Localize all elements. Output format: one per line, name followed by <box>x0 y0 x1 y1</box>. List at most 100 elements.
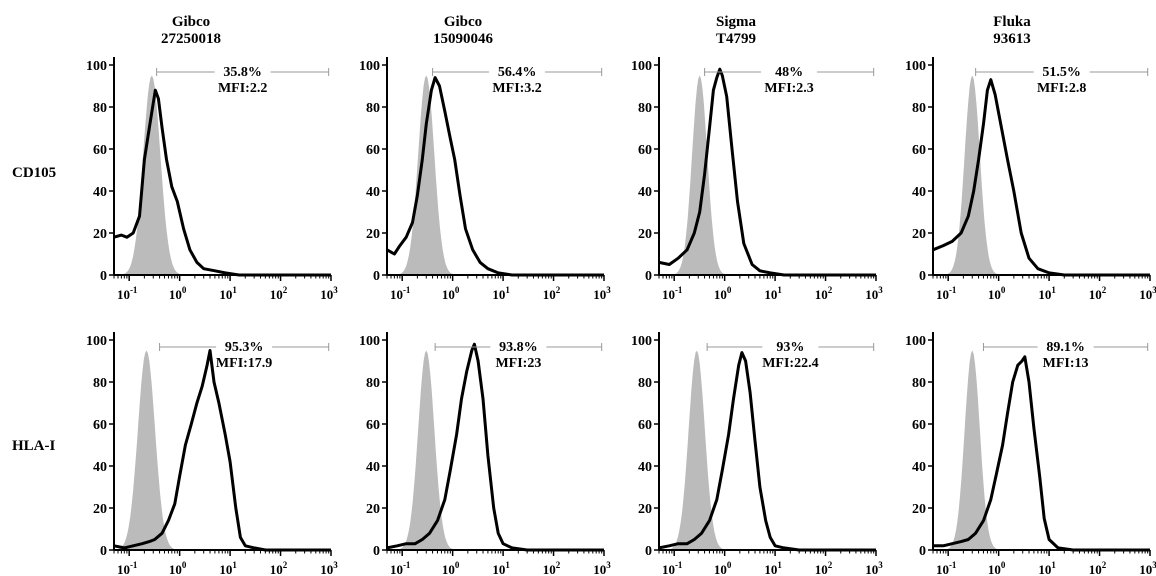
panel-r2-c2-x-tick-label: 100 <box>442 560 460 576</box>
tick-base: 10 <box>390 287 403 302</box>
tick-base: 10 <box>442 562 455 576</box>
column-title-4-line1: Fluka <box>993 14 1031 30</box>
panel-r1-c1-x-tick-label: 103 <box>320 285 338 302</box>
tick-exponent: 0 <box>182 560 187 570</box>
panel-r1-c4-y-tick-label-60: 60 <box>912 143 926 158</box>
panel-r2-c4-x-tick-label: 102 <box>1089 560 1107 576</box>
panel-r1-c2-percent-bg <box>489 64 546 78</box>
tick-base: 10 <box>936 562 949 576</box>
panel-r1-c3-y-tick-label-100: 100 <box>631 59 652 74</box>
tick-exponent: 0 <box>727 560 732 570</box>
panel-r1-c3-mfi-label: MFI:2.3 <box>764 81 813 96</box>
tick-base: 10 <box>442 287 455 302</box>
tick-base: 10 <box>390 562 403 576</box>
tick-base: 10 <box>988 562 1001 576</box>
panel-r2-c2-x-tick-label: 103 <box>593 560 611 576</box>
tick-base: 10 <box>320 562 333 576</box>
panel-r2-c3-sample-line <box>658 351 876 552</box>
column-title-2: Gibco 15090046 <box>378 14 548 48</box>
panel-r1-c3-isotype-area <box>659 75 876 275</box>
panel-r1-c2-x-tick-label: 102 <box>543 285 561 302</box>
panel-r1-c4-percent-label: 51.5% <box>1042 65 1081 80</box>
panel-r2-c3-x-tick-label: 100 <box>714 560 732 576</box>
panel-r2-c2-y-tick-label-20: 20 <box>366 502 380 517</box>
tick-base: 10 <box>593 562 606 576</box>
panel-r1-c2-y-tick-label-0: 0 <box>373 269 380 284</box>
panel-r2-c1-x-tick-label: 10-1 <box>117 560 138 576</box>
row-label-hla-i: HLA-I <box>12 438 56 454</box>
panel-r2-c3-x-tick-label: 103 <box>865 560 883 576</box>
panel-r2-c4-y-tick-label-40: 40 <box>912 460 926 475</box>
column-title-1-line2: 27250018 <box>161 31 221 47</box>
tick-exponent: -1 <box>403 285 411 295</box>
panel-r2-c3-mfi-label: MFI:22.4 <box>762 356 818 371</box>
panel-r2-c2-y-tick-label-100: 100 <box>359 334 380 349</box>
panel-r1-c1-y-tick-label-60: 60 <box>93 143 107 158</box>
panel-r2-c1-x-tick-label: 101 <box>219 560 237 576</box>
tick-base: 10 <box>117 562 130 576</box>
panel-r1-c2-y-tick-label-60: 60 <box>366 143 380 158</box>
panel-r1-c3-y-tick-label-80: 80 <box>638 101 652 116</box>
panel-r1-c1-sample-line <box>113 88 331 277</box>
tick-exponent: 3 <box>333 560 338 570</box>
panel-r1-c1-percent-bg <box>214 64 271 78</box>
panel-r2-c3-y-tick-label-20: 20 <box>638 502 652 517</box>
panel-r2-c1-y-tick-label-0: 0 <box>100 544 107 559</box>
panel-r1-c4-x-tick-label: 10-1 <box>936 285 957 302</box>
panel-r1-c2-x-tick-label: 103 <box>593 285 611 302</box>
panel-r1-c2-y-tick-label-100: 100 <box>359 59 380 74</box>
panel-r1-c4-x-tick-label: 102 <box>1089 285 1107 302</box>
panel-r2-c1-x-tick-label: 103 <box>320 560 338 576</box>
tick-base: 10 <box>1139 562 1152 576</box>
tick-exponent: 3 <box>1152 560 1156 570</box>
tick-exponent: 3 <box>1152 285 1156 295</box>
tick-base: 10 <box>1089 562 1102 576</box>
tick-exponent: 2 <box>283 285 288 295</box>
panel-r2-c3-y-tick-label-60: 60 <box>638 418 652 433</box>
panel-r2-c1-percent-bg <box>216 339 273 353</box>
panel-r2-c2-sample-line <box>386 342 604 552</box>
panel-r1-c2-isotype-area <box>387 75 604 275</box>
panel-r2-c4-y-tick-label-100: 100 <box>905 334 926 349</box>
tick-exponent: 1 <box>777 560 782 570</box>
panel-r1-c4-x-tick-label: 100 <box>988 285 1006 302</box>
column-title-2-line1: Gibco <box>443 14 483 30</box>
panel-r2-c2-isotype-area <box>387 350 604 550</box>
panel-r1-c2-percent-label: 56.4% <box>498 65 537 80</box>
panel-r1-c2-mfi-label: MFI:3.2 <box>492 81 541 96</box>
tick-base: 10 <box>219 287 232 302</box>
tick-exponent: 3 <box>606 285 611 295</box>
panel-r2-c4-percent-label: 89.1% <box>1046 340 1085 355</box>
panel-r1-c3-x-tick-label: 101 <box>764 285 782 302</box>
panel-r2-c2-y-tick-label-0: 0 <box>373 544 380 559</box>
tick-exponent: -1 <box>949 285 957 295</box>
tick-exponent: 2 <box>1102 560 1107 570</box>
tick-base: 10 <box>492 287 505 302</box>
panel-r1-c1-y-tick-label-80: 80 <box>93 101 107 116</box>
tick-exponent: 2 <box>556 285 561 295</box>
panel-r2-c1-x-tick-label: 102 <box>270 560 288 576</box>
tick-base: 10 <box>1139 287 1152 302</box>
tick-exponent: -1 <box>949 560 957 570</box>
column-title-1: Gibco 27250018 <box>106 14 276 48</box>
tick-base: 10 <box>714 562 727 576</box>
panel-r2-c2-y-tick-label-60: 60 <box>366 418 380 433</box>
panel-r1-c3-sample-line <box>658 67 876 277</box>
panel-r1-c4-y-tick-label-0: 0 <box>919 269 926 284</box>
panel-r2-c3-percent-bg <box>762 339 819 353</box>
column-title-1-line1: Gibco <box>171 14 211 30</box>
tick-exponent: 1 <box>505 560 510 570</box>
panel-r1-c3-y-tick-label-0: 0 <box>645 269 652 284</box>
panel-r2-c1-x-tick-label: 100 <box>169 560 187 576</box>
panel-r2-c4-x-tick-label: 100 <box>988 560 1006 576</box>
tick-base: 10 <box>270 562 283 576</box>
panel-r1-c4-mfi-label: MFI:2.8 <box>1037 81 1086 96</box>
tick-base: 10 <box>764 562 777 576</box>
tick-base: 10 <box>815 287 828 302</box>
panel-r2-c2-mfi-label: MFI:23 <box>495 356 541 371</box>
panel-r1-c4-y-tick-label-40: 40 <box>912 185 926 200</box>
tick-base: 10 <box>270 287 283 302</box>
panel-r2-c1-sample-line <box>113 349 331 552</box>
panel-r2-c2-x-tick-label: 102 <box>543 560 561 576</box>
